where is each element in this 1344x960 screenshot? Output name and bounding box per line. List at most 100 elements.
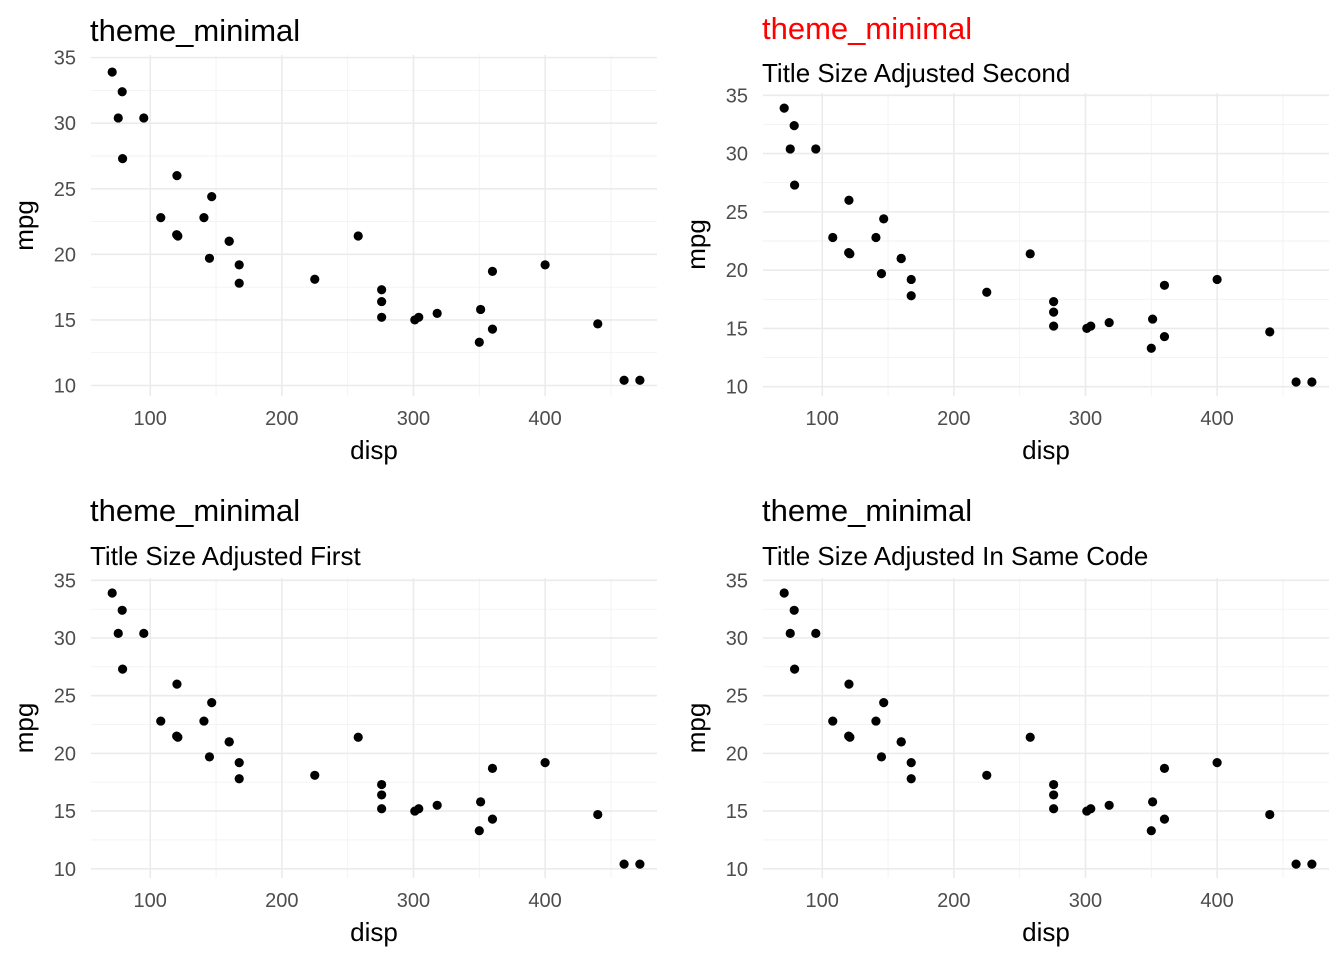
data-point <box>789 180 800 190</box>
data-point <box>1082 323 1092 334</box>
data-point <box>871 232 881 243</box>
data-point <box>139 113 149 123</box>
data-point <box>353 732 363 742</box>
y-tick-label: 35 <box>54 570 76 592</box>
data-point <box>113 628 123 638</box>
data-point <box>844 195 854 205</box>
data-point <box>876 269 887 279</box>
data-point <box>156 716 166 726</box>
data-point <box>1049 321 1059 331</box>
y-tick-label: 10 <box>726 377 748 399</box>
data-point <box>811 144 821 154</box>
data-point <box>906 291 916 301</box>
x-tick-label: 100 <box>806 408 839 430</box>
y-axis-label: mpg <box>681 703 711 754</box>
y-tick-label: 35 <box>54 48 76 70</box>
x-tick-label: 400 <box>528 890 561 912</box>
data-point <box>117 154 128 164</box>
x-tick-label: 300 <box>397 890 430 912</box>
data-point <box>1025 732 1035 742</box>
x-axis-label: disp <box>1022 917 1070 947</box>
data-point <box>982 770 992 780</box>
data-point <box>1159 331 1170 342</box>
data-point <box>1146 826 1156 836</box>
data-point <box>844 679 854 689</box>
data-point <box>1307 859 1317 869</box>
data-point <box>476 797 486 807</box>
data-point <box>474 337 484 347</box>
data-point <box>540 758 550 768</box>
y-tick-label: 15 <box>54 801 76 823</box>
data-point <box>1104 317 1114 328</box>
data-point <box>117 605 127 615</box>
y-tick-label: 20 <box>726 743 748 765</box>
data-point <box>845 249 855 259</box>
data-point <box>377 804 387 814</box>
data-point <box>204 253 215 263</box>
data-point <box>377 312 387 322</box>
data-point <box>1049 779 1059 790</box>
y-tick-label: 15 <box>726 801 748 823</box>
x-tick-label: 100 <box>806 890 839 912</box>
y-tick-label: 10 <box>54 376 76 398</box>
chart-subtitle: Title Size Adjusted In Same Code <box>762 541 1148 571</box>
data-point <box>896 737 906 747</box>
y-tick-label: 25 <box>726 202 748 224</box>
chart-title: theme_minimal <box>762 493 972 528</box>
data-point <box>117 87 127 97</box>
x-tick-label: 400 <box>1200 890 1233 912</box>
data-point <box>876 752 887 762</box>
y-tick-label: 15 <box>726 318 748 340</box>
data-point <box>906 774 916 784</box>
data-point <box>113 113 123 123</box>
data-point <box>204 752 215 762</box>
y-tick-label: 20 <box>54 244 76 266</box>
data-point <box>487 266 498 277</box>
y-tick-label: 30 <box>54 113 76 135</box>
data-point <box>432 308 442 318</box>
y-tick-label: 30 <box>54 628 76 650</box>
data-point <box>789 664 800 674</box>
x-tick-label: 400 <box>528 408 561 430</box>
data-point <box>789 121 799 131</box>
data-point <box>377 790 387 800</box>
data-point <box>1307 377 1317 387</box>
data-point <box>593 319 603 329</box>
data-point <box>199 213 209 223</box>
data-point <box>635 375 645 385</box>
data-point <box>207 698 217 708</box>
y-tick-label: 10 <box>726 859 748 881</box>
y-tick-label: 35 <box>726 570 748 592</box>
y-axis-label: mpg <box>681 219 711 270</box>
data-point <box>785 144 795 154</box>
data-point <box>107 588 117 598</box>
data-point <box>107 67 117 77</box>
chart-subtitle: Title Size Adjusted First <box>90 541 361 571</box>
data-point <box>1082 806 1092 816</box>
data-point <box>619 859 629 869</box>
y-tick-label: 25 <box>54 686 76 708</box>
data-point <box>1049 804 1059 814</box>
x-axis-label: disp <box>1022 435 1070 465</box>
data-point <box>234 774 244 784</box>
x-axis-label: disp <box>350 917 398 947</box>
x-tick-label: 200 <box>937 890 970 912</box>
x-tick-label: 300 <box>1069 890 1102 912</box>
panel-3: 100 200 300 400 10 15 20 25 30 35 disp mpg theme_min… <box>9 493 657 947</box>
data-point <box>1212 758 1222 768</box>
data-point <box>207 192 217 202</box>
data-point <box>1212 274 1222 285</box>
data-point <box>476 304 486 315</box>
y-tick-label: 15 <box>54 310 76 332</box>
data-point <box>871 716 881 726</box>
data-point <box>811 628 821 638</box>
data-point <box>172 171 182 181</box>
data-point <box>487 324 498 334</box>
data-point <box>173 732 183 742</box>
data-point <box>1146 343 1156 353</box>
data-point <box>224 236 234 246</box>
data-point <box>1049 307 1059 317</box>
data-point <box>540 260 550 270</box>
data-point <box>779 588 789 598</box>
data-point <box>906 758 916 768</box>
